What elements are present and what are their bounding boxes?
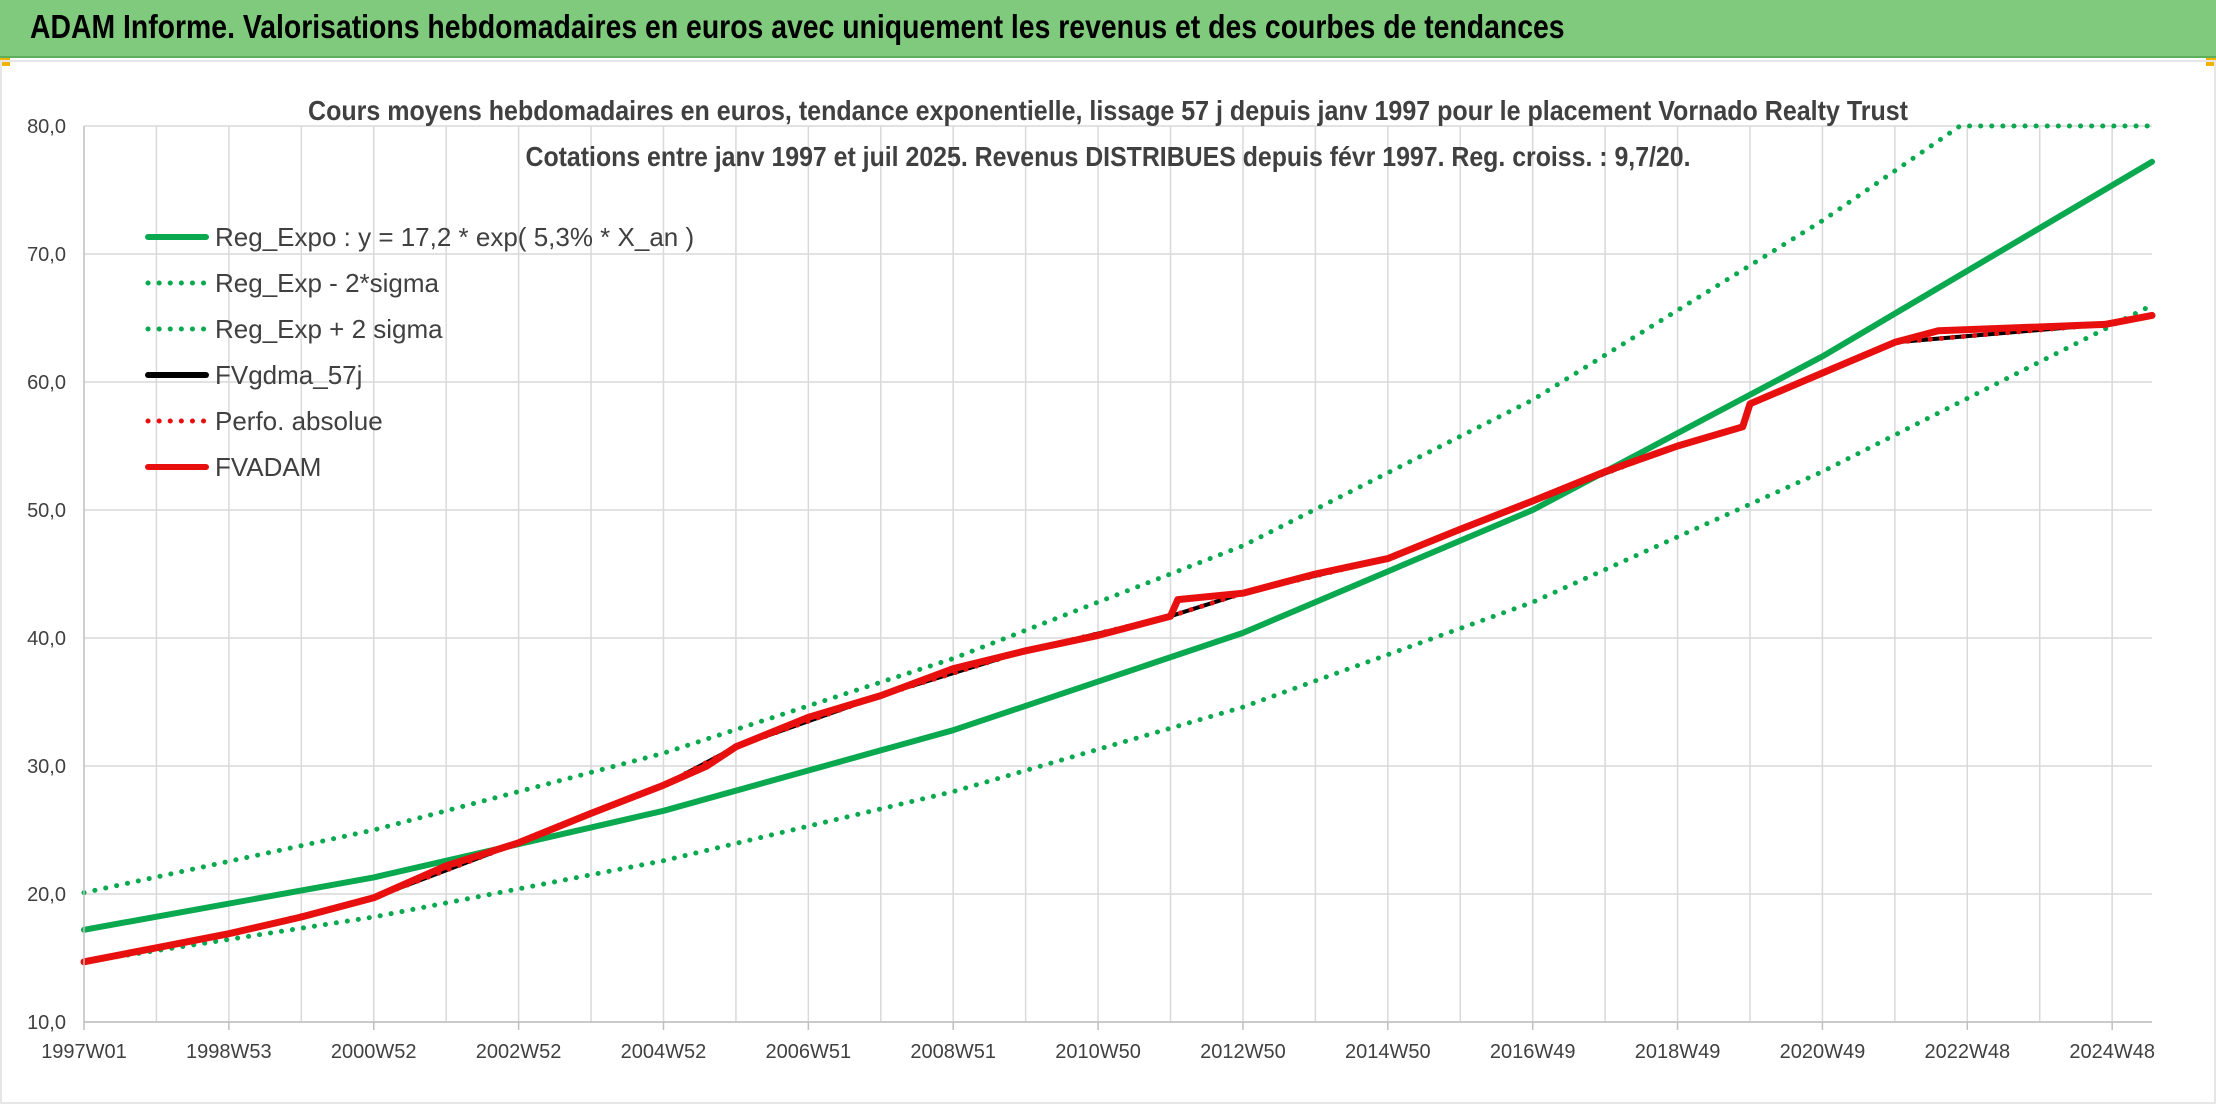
x-tick-label: 2010W50 <box>1055 1041 1141 1063</box>
series-reg-exp-2-sigma <box>81 302 2155 965</box>
y-tick-label: 60,0 <box>27 372 66 394</box>
x-tick-label: 2020W49 <box>1780 1041 1866 1063</box>
corner-marker-left <box>0 58 10 66</box>
legend-label: FVgdma_57j <box>215 360 362 390</box>
legend-label: Reg_Exp - 2*sigma <box>215 268 440 298</box>
chart-frame <box>0 60 2216 1104</box>
series-fvadam <box>80 311 2156 966</box>
x-tick-label: 2000W52 <box>331 1041 417 1063</box>
series-reg-exp-2-sigma <box>81 123 2155 896</box>
x-tick-label: 2008W51 <box>910 1041 996 1063</box>
x-tick-label: 2016W49 <box>1490 1041 1576 1063</box>
legend: Reg_Expo : y = 17,2 * exp( 5,3% * X_an )… <box>145 222 694 482</box>
x-tick-label: 2024W48 <box>2069 1041 2155 1063</box>
y-tick-label: 30,0 <box>27 756 66 778</box>
report-header: ADAM Informe. Valorisations hebdomadaire… <box>0 0 2216 58</box>
series-lines <box>80 123 2156 966</box>
x-tick-label: 2022W48 <box>1924 1041 2010 1063</box>
x-tick-label: 2014W50 <box>1345 1041 1431 1063</box>
series-reg-expo-y-17-2-exp-5-3-x-an <box>81 158 2155 933</box>
axes: 10,0 20,0 30,0 40,0 50,0 60,0 70,0 80,0 1997W01 1… <box>27 116 2155 1063</box>
y-tick-label: 80,0 <box>27 116 66 138</box>
corner-marker-right <box>2206 58 2216 66</box>
x-tick-label: 2002W52 <box>476 1041 562 1063</box>
legend-label: Reg_Exp + 2 sigma <box>215 314 443 344</box>
y-tick-label: 20,0 <box>27 884 66 906</box>
grid-lines <box>84 125 2152 1023</box>
legend-label: Reg_Expo : y = 17,2 * exp( 5,3% * X_an ) <box>215 222 694 252</box>
x-tick-label: 1998W53 <box>186 1041 272 1063</box>
legend-label: FVADAM <box>215 452 321 482</box>
chart-title-line-2: Cotations entre janv 1997 et juil 2025. … <box>526 141 1691 172</box>
y-tick-label: 40,0 <box>27 628 66 650</box>
x-tick-label: 1997W01 <box>41 1041 127 1063</box>
y-tick-label: 10,0 <box>27 1012 66 1034</box>
report-title: ADAM Informe. Valorisations hebdomadaire… <box>30 8 1565 45</box>
x-tick-label: 2012W50 <box>1200 1041 1286 1063</box>
y-tick-label: 70,0 <box>27 244 66 266</box>
x-tick-label: 2004W52 <box>621 1041 707 1063</box>
x-tick-label: 2006W51 <box>766 1041 852 1063</box>
chart-title-line-1: Cours moyens hebdomadaires en euros, ten… <box>308 95 1908 126</box>
x-tick-label: 2018W49 <box>1635 1041 1721 1063</box>
legend-label: Perfo. absolue <box>215 406 383 436</box>
y-tick-label: 50,0 <box>27 500 66 522</box>
